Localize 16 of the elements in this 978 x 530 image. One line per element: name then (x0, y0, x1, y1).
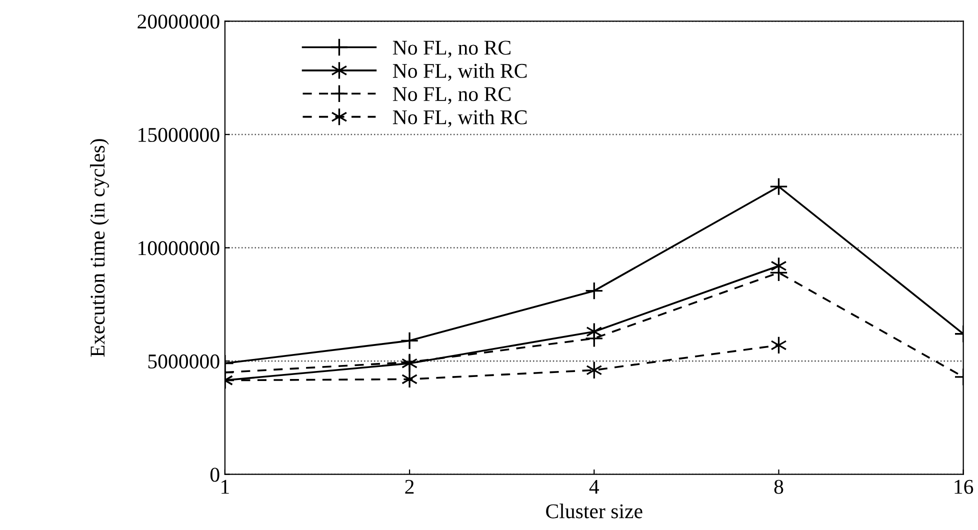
legend-label: No FL, no RC (392, 87, 510, 104)
y-tick-label: 5000000 (148, 354, 220, 368)
x-tick-label: 8 (774, 480, 784, 494)
y-tick-label: 0 (210, 468, 220, 482)
x-axis-title: Cluster size (546, 504, 642, 518)
y-tick-label: 20000000 (138, 14, 220, 29)
x-tick-label: 2 (405, 480, 414, 494)
x-tick-label: 4 (589, 480, 600, 494)
y-tick-label: 15000000 (138, 128, 220, 142)
legend-label: No FL, no RC (392, 40, 510, 58)
x-tick-label: 16 (954, 480, 974, 494)
y-tick-label: 10000000 (138, 241, 220, 256)
legend-label: No FL, with RC (392, 63, 527, 81)
x-tick-label: 1 (222, 480, 229, 494)
y-axis-title: Execution time (in cycles) (90, 139, 109, 357)
legend-label: No FL, with RC (392, 110, 527, 128)
